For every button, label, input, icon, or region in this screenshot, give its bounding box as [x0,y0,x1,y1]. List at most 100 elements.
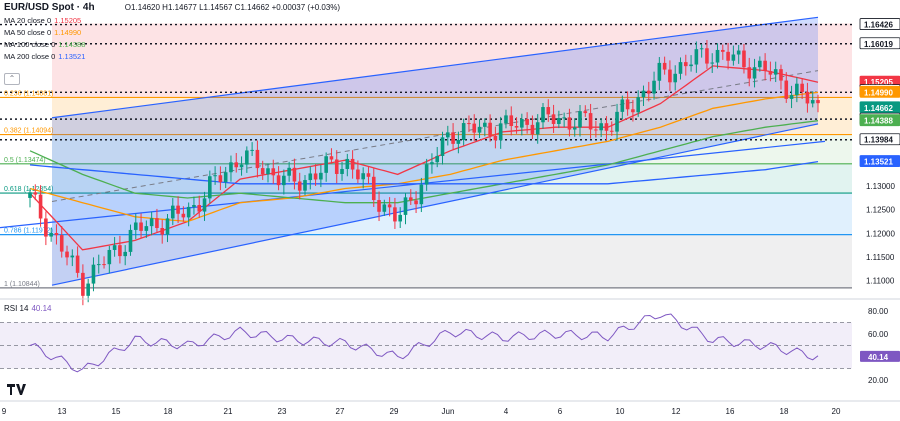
candle-body [44,218,48,237]
candle-body [689,64,693,67]
candle-body [208,176,212,199]
candle-body [541,107,545,123]
candle-body [742,50,746,68]
candle-body [139,222,143,231]
candle-body [176,205,180,214]
candle-body [726,51,730,61]
candle-body [461,123,466,141]
candle-body [276,175,281,186]
candle-body [768,71,773,75]
tradingview-logo [7,384,26,395]
candle-body [70,255,75,258]
candle-body [636,97,640,113]
candle-body [673,73,678,83]
rsi-legend[interactable]: RSI 14 40.14 [4,304,52,313]
price-badge-7 [859,114,900,127]
candle-body [28,192,32,198]
candle-body [239,164,244,168]
candle-body [65,251,69,258]
ma-line-3 [29,160,819,185]
price-tick-0: 1.13000 [866,182,895,191]
candle-body [699,48,704,50]
legend-ma20[interactable]: MA 20 close 0 1.15205 [4,16,81,25]
candle-body [403,197,408,215]
candle-body [472,123,477,133]
channel-lower-line [51,123,819,286]
candle-body [583,111,588,114]
time-tick-11: 10 [616,407,625,416]
rsi-tick-1: 60.00 [868,330,889,339]
time-tick-0: 9 [2,407,7,416]
candle-body [620,99,625,112]
candle-body [430,162,434,165]
candle-body [160,228,165,235]
channel-upper-line [51,16,819,119]
candle-body [816,100,820,104]
candle-body [445,132,450,138]
candle-body [112,245,117,250]
price-badge-label-1: 1.16019 [864,40,893,49]
candle-body [467,123,471,125]
price-tick-3: 1.11500 [866,253,895,262]
symbol-title[interactable]: EUR/USD Spot · 4h [4,2,95,13]
rsi-tick-0: 80.00 [868,307,889,316]
candle-body [387,204,392,208]
candle-body [662,62,667,70]
ma-line-2 [29,120,819,204]
candle-body [393,207,397,222]
candle-body [155,218,159,229]
trendline-support [0,140,826,229]
candle-body [170,205,175,219]
candle-body [260,168,265,175]
candle-body [520,118,524,128]
candle-body [773,69,778,75]
candle-body [488,122,492,136]
price-badge-8 [859,133,900,146]
legend-ma100-label: MA 100 close 0 [4,40,56,49]
eye-icon[interactable]: ⌃ [4,73,20,85]
candle-body [641,90,646,98]
regression-channel [52,17,818,286]
candles-group [28,40,820,306]
candle-body [229,162,233,173]
time-tick-13: 16 [726,407,735,416]
price-tick-1: 1.12500 [866,206,895,215]
chart-header: EUR/USD Spot · 4h O1.14620 H1.14677 L1.1… [4,2,340,13]
candle-body [572,127,577,130]
candle-body [493,135,498,141]
legend-ma200[interactable]: MA 200 close 0 1.13521 [4,52,85,61]
fib-label-5: 1 (1.10844) [4,281,40,288]
candle-body [149,218,154,227]
candle-body [800,83,804,92]
rsi-legend-name: RSI 14 [4,304,29,313]
legend-ma100[interactable]: MA 100 close 0 1.14388 [4,40,85,49]
fib-label-1: 0.382 (1.14094) [4,128,53,135]
candle-body [366,173,371,177]
candle-body [345,158,350,169]
candle-body [588,113,593,130]
candle-body [609,130,614,132]
candle-body [186,206,191,218]
candle-body [646,90,651,94]
price-badge-0 [859,18,900,30]
fib-band-5 [52,234,852,288]
candle-body [165,218,170,235]
candle-body [297,181,302,191]
candle-body [313,173,318,180]
candle-body [715,49,720,63]
candle-body [440,137,445,156]
time-tick-6: 27 [336,407,345,416]
fib-label-0: 0.236 (1.14881) [4,90,53,97]
candle-body [86,283,90,296]
price-badge-label-0: 1.16426 [864,21,893,30]
ohlc-readout: O1.14620 H1.14677 L1.14567 C1.14662 +0.0… [124,3,341,12]
legend-ma50[interactable]: MA 50 close 0 1.14990 [4,28,81,37]
candle-body [102,264,106,266]
legend-ma200-label: MA 200 close 0 [4,52,56,61]
price-badge-label-8: 1.13984 [864,136,893,145]
candle-body [419,184,424,205]
candle-body [144,226,149,231]
time-tick-1: 13 [58,407,67,416]
candle-body [271,168,276,176]
candle-body [498,123,503,141]
